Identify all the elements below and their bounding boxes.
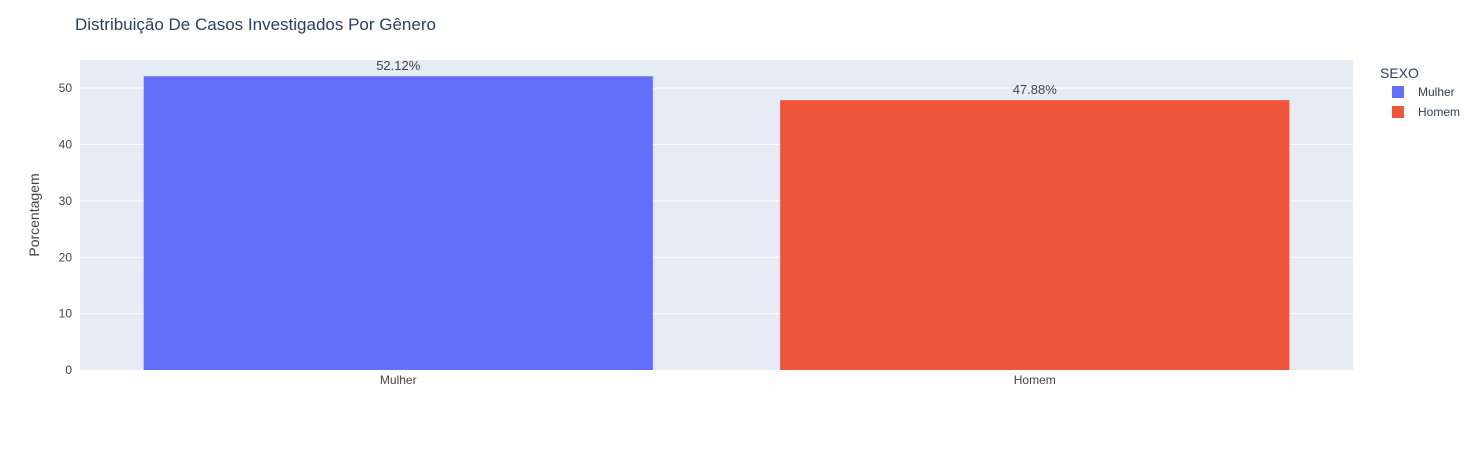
data-label: 52.12% xyxy=(376,58,421,73)
legend: SEXO Mulher Homem xyxy=(1380,65,1460,119)
y-axis-title: Porcentagem xyxy=(26,173,42,256)
legend-swatch xyxy=(1392,86,1404,98)
y-tick-label: 50 xyxy=(59,81,73,95)
y-tick-label: 40 xyxy=(59,138,73,152)
y-tick-label: 10 xyxy=(59,307,73,321)
legend-title: SEXO xyxy=(1380,65,1419,81)
legend-swatch xyxy=(1392,106,1404,118)
y-tick-label: 20 xyxy=(59,250,73,264)
chart-title: Distribuição De Casos Investigados Por G… xyxy=(75,15,436,34)
x-axis-ticks: Mulher Homem xyxy=(380,373,1056,387)
y-tick-label: 30 xyxy=(59,194,73,208)
bar-mulher xyxy=(143,76,653,370)
legend-label: Mulher xyxy=(1418,85,1455,99)
x-tick-label: Homem xyxy=(1014,373,1056,387)
legend-item-homem[interactable]: Homem xyxy=(1392,105,1460,119)
bar-homem xyxy=(780,100,1290,370)
legend-label: Homem xyxy=(1418,105,1460,119)
y-axis-ticks: 0 10 20 30 40 50 xyxy=(59,81,73,377)
legend-item-mulher[interactable]: Mulher xyxy=(1392,85,1455,99)
data-label: 47.88% xyxy=(1013,82,1058,97)
x-tick-label: Mulher xyxy=(380,373,417,387)
data-labels: 52.12% 47.88% xyxy=(376,58,1057,97)
y-tick-label: 0 xyxy=(65,363,72,377)
bars xyxy=(143,76,1290,370)
